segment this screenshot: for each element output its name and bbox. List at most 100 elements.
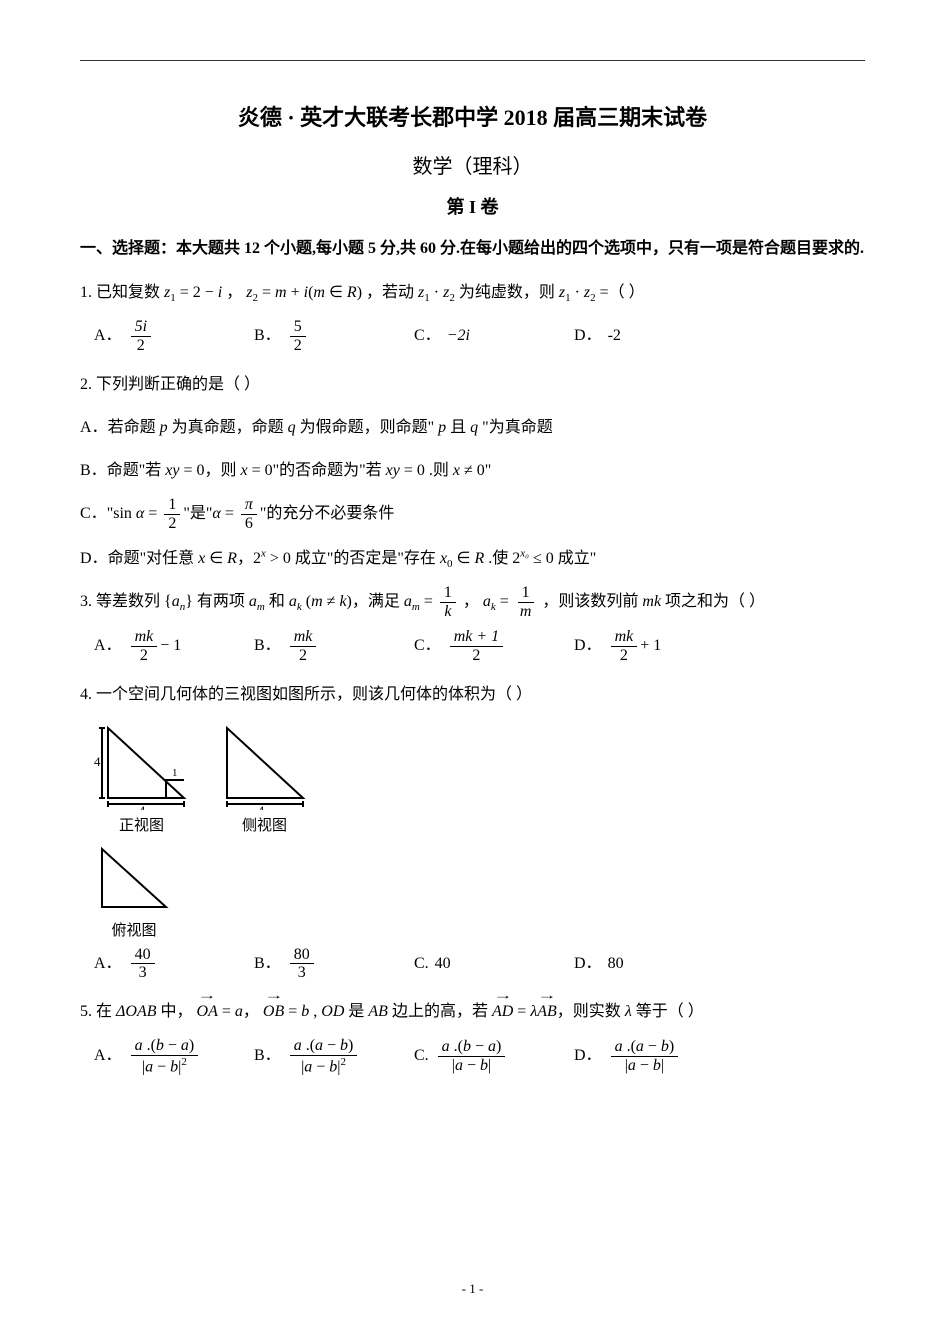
q3-eq2-num: 1 xyxy=(518,584,534,603)
q2-a-q2: q xyxy=(470,419,478,436)
q3-option-d: D．mk2 + 1 xyxy=(574,628,684,664)
q3-ak-a: a xyxy=(289,593,297,610)
q5-stem-a: 在 xyxy=(96,1003,116,1020)
q5-b-num-close: ) xyxy=(348,1037,353,1054)
q5-AB2-vector: AB xyxy=(537,994,557,1029)
q3-d-frac: mk2 xyxy=(611,628,638,664)
q3-eq1-eq: = xyxy=(420,593,437,610)
q2-d-in2: ∈ xyxy=(453,550,475,567)
q2-d-t4: .使 xyxy=(484,550,512,567)
q3-eq1-m: m xyxy=(412,601,420,613)
q3-a-frac: mk2 xyxy=(131,628,158,664)
q5-c-label: C. xyxy=(414,1045,429,1067)
front-view-icon: 4 4 1 xyxy=(94,720,189,810)
q3-eq2-eq: = xyxy=(496,593,513,610)
q3-option-b: B． mk2 xyxy=(254,628,364,664)
q3-b-den: 2 xyxy=(295,647,311,665)
q2-a-t4: 且 xyxy=(446,419,470,436)
q5-lambda2: λ xyxy=(625,1003,632,1020)
q1-b-label: B． xyxy=(254,325,281,347)
q4-c-val: 40 xyxy=(435,953,451,975)
q1-options: A．5i2 B．52 C．−2i D．-2 xyxy=(94,318,865,354)
q5-option-b: B．a .(a − b)|a − b|2 xyxy=(254,1037,364,1076)
q5-stem-d: , xyxy=(309,1003,321,1020)
q3-eq1-a: a xyxy=(404,593,412,610)
q1-R: R xyxy=(347,284,357,301)
q1-a-den: 2 xyxy=(133,337,149,355)
q1-rp: ) xyxy=(357,284,362,301)
question-5: 5. 在 ΔOAB 中， OA = a， OB = b , OD 是 AB 边上… xyxy=(80,994,865,1029)
q2-c-d1: 2 xyxy=(164,515,180,533)
q4-a-num: 40 xyxy=(131,946,155,965)
q1-stem-c: ，若动 xyxy=(366,284,418,301)
q3-b-label: B． xyxy=(254,635,281,657)
q2-b-xy2: xy xyxy=(386,462,400,479)
top-view-block: 俯视图 xyxy=(94,843,174,940)
q4-c-label: C. xyxy=(414,953,429,975)
q5-c-num-minus: − xyxy=(471,1038,488,1055)
q2-d-x0sup: x₀ xyxy=(520,547,529,559)
q2-a-p2: p xyxy=(438,419,446,436)
q5-d-num-a: a xyxy=(615,1038,623,1055)
q3-b-frac: mk2 xyxy=(290,628,317,664)
title-main: 炎德 · 英才大联考长郡中学 2018 届高三期末试卷 xyxy=(80,100,865,132)
q2-c-n1: 1 xyxy=(164,496,180,515)
q5-d-num-a2: a xyxy=(636,1038,644,1055)
q2-b-t4: = 0 .则 xyxy=(400,462,453,479)
q3-ak-k: k xyxy=(297,601,302,613)
q1-b-num: 5 xyxy=(290,318,306,337)
q5-d-num-close: ) xyxy=(669,1038,674,1055)
q3-frac1: 1k xyxy=(440,584,456,620)
q5-b-den-sup: 2 xyxy=(341,1056,347,1068)
q5-c-den: |a − b| xyxy=(448,1057,495,1075)
q2-c-t3: "的充分不必要条件 xyxy=(260,505,395,522)
q1-c-val: −2i xyxy=(447,325,470,347)
front-view-label: 正视图 xyxy=(94,814,189,835)
q3-ne: ≠ xyxy=(323,593,340,610)
q5-b-num-a2: a xyxy=(315,1037,323,1054)
q3-a-den: 2 xyxy=(136,647,152,665)
q2-d-x0: x xyxy=(440,550,447,567)
q3-d-den: 2 xyxy=(616,647,632,665)
q2-c-sin: sin xyxy=(113,505,136,522)
q2-d-R: R xyxy=(227,550,237,567)
q2-a-q: q xyxy=(288,419,296,436)
question-2: 2. 下列判断正确的是（ ） xyxy=(80,367,865,402)
q3-eq2-a: a xyxy=(483,593,491,610)
title-sub: 数学（理科） xyxy=(80,150,865,179)
title-section: 第 I 卷 xyxy=(80,193,865,219)
q1-z2c-sub: 2 xyxy=(590,292,596,304)
q5-stem-f: 边上的高，若 xyxy=(388,1003,492,1020)
q2-b-x2: x xyxy=(453,462,460,479)
q3-a-label: A． xyxy=(94,635,122,657)
q5-a-num-close: ) xyxy=(189,1037,194,1054)
q3-option-a: A．mk2 − 1 xyxy=(94,628,204,664)
q2-d-label: D． xyxy=(80,550,108,567)
q4-option-a: A．403 xyxy=(94,946,204,982)
q2-c-d2: 6 xyxy=(241,515,257,533)
question-3: 3. 等差数列 {an} 有两项 am 和 ak (m ≠ k)，满足 am =… xyxy=(80,584,865,620)
q2-option-b: B．命题"若 xy = 0，则 x = 0"的否命题为"若 xy = 0 .则 … xyxy=(80,453,865,488)
q4-number: 4. xyxy=(80,686,92,703)
q5-b-den: |a − b|2 xyxy=(297,1056,350,1076)
q2-d-in: ∈ xyxy=(205,550,227,567)
q3-d-tail: + 1 xyxy=(640,635,661,657)
q2-c-alpha2: α xyxy=(212,505,220,522)
q3-m: m xyxy=(311,593,323,610)
q2-b-t2: = 0，则 xyxy=(179,462,240,479)
q5-a-den-sup: 2 xyxy=(181,1056,187,1068)
q3-d-num: mk xyxy=(611,628,638,647)
q5-stem-c: ， xyxy=(243,1003,259,1020)
q2-b-label: B． xyxy=(80,462,107,479)
q1-number: 1. xyxy=(80,284,92,301)
q2-c-eq: = xyxy=(144,505,161,522)
q1-c-label: C． xyxy=(414,325,441,347)
q5-c-num: a .(b − a) xyxy=(438,1038,506,1057)
q5-b-num-minus: − xyxy=(323,1037,340,1054)
q1-stem-b: ， xyxy=(226,284,242,301)
q5-d-num-b: b xyxy=(661,1038,669,1055)
q3-number: 3. xyxy=(80,593,92,610)
q1-d-label: D． xyxy=(574,325,602,347)
q5-a-num-a: a xyxy=(135,1037,143,1054)
q5-stem-g: ，则实数 xyxy=(557,1003,625,1020)
